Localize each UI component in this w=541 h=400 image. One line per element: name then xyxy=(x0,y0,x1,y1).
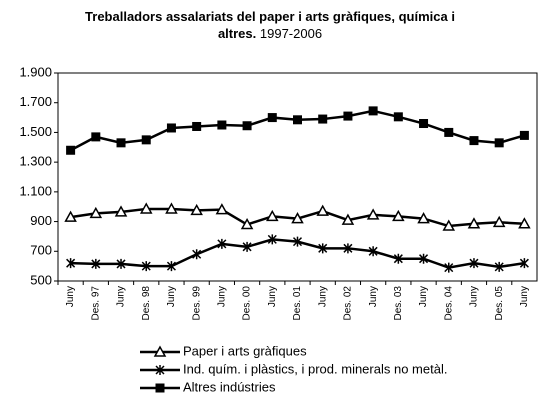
marker xyxy=(366,208,380,220)
x-tick-label: Des. 02 xyxy=(343,286,354,321)
marker xyxy=(292,236,303,247)
series xyxy=(66,106,529,155)
series xyxy=(64,202,531,231)
x-tick-label: Juny xyxy=(116,286,127,307)
marker xyxy=(141,135,151,145)
chart-title: Treballadors assalariats del paper i art… xyxy=(85,9,455,41)
marker xyxy=(116,138,126,148)
marker xyxy=(66,145,76,155)
marker xyxy=(519,258,529,269)
y-tick-label: 700 xyxy=(30,243,52,258)
x-tick-label: Juny xyxy=(317,286,328,307)
marker xyxy=(291,212,304,224)
legend-marker xyxy=(155,383,165,393)
marker xyxy=(190,203,203,216)
marker xyxy=(419,119,429,129)
marker xyxy=(392,209,405,222)
marker xyxy=(215,203,229,215)
legend-label: Altres indústries xyxy=(183,379,276,394)
marker xyxy=(469,258,479,269)
x-tick-label: Des. 97 xyxy=(90,286,101,321)
marker xyxy=(166,123,176,133)
marker xyxy=(518,217,531,229)
marker xyxy=(318,114,328,124)
marker xyxy=(192,121,202,131)
marker xyxy=(217,238,227,249)
x-tick-label: Des. 03 xyxy=(393,286,404,321)
marker xyxy=(293,115,302,125)
x-tick-label: Juny xyxy=(166,286,177,307)
marker xyxy=(341,213,355,225)
x-tick-label: Des. 99 xyxy=(191,286,202,321)
y-tick-label: 900 xyxy=(30,213,52,228)
marker xyxy=(417,212,430,224)
chart-subtitle: 1997-2006 xyxy=(259,26,323,41)
marker xyxy=(343,111,353,121)
marker xyxy=(217,120,227,130)
marker xyxy=(114,205,128,217)
marker xyxy=(393,253,403,264)
marker xyxy=(166,261,176,272)
x-tick-label: Des. 01 xyxy=(292,286,303,321)
marker xyxy=(240,217,254,230)
x-tick-label: Juny xyxy=(217,286,228,307)
marker xyxy=(267,234,277,245)
marker xyxy=(165,202,178,214)
y-tick-label: 1.700 xyxy=(19,94,52,109)
marker xyxy=(368,106,378,116)
marker xyxy=(242,121,252,131)
x-tick-label: Juny xyxy=(519,286,530,307)
series xyxy=(66,234,529,273)
marker xyxy=(316,204,329,216)
marker xyxy=(467,217,481,229)
x-tick-label: Juny xyxy=(65,286,76,307)
marker xyxy=(444,262,454,273)
plot-frame xyxy=(57,72,538,282)
y-tick-label: 1.300 xyxy=(19,154,52,169)
marker xyxy=(266,209,279,222)
marker xyxy=(242,241,252,252)
marker xyxy=(141,261,151,272)
marker xyxy=(368,246,378,257)
marker xyxy=(192,249,202,260)
y-tick-label: 500 xyxy=(30,272,52,287)
y-tick-label: 1.100 xyxy=(19,183,52,198)
marker xyxy=(393,112,403,122)
marker xyxy=(91,258,101,269)
legend-label: Ind. quím. i plàstics, i prod. minerals … xyxy=(183,361,447,376)
marker xyxy=(519,130,529,140)
y-tick-label: 1.900 xyxy=(19,64,52,79)
y-tick-label: 1.500 xyxy=(19,124,52,139)
marker xyxy=(419,253,429,264)
x-tick-label: Juny xyxy=(368,286,379,307)
x-tick-label: Des. 98 xyxy=(141,286,152,321)
x-tick-label: Juny xyxy=(267,286,278,307)
marker xyxy=(444,127,454,137)
marker xyxy=(66,258,76,269)
marker xyxy=(64,210,77,222)
legend-label: Paper i arts gràfiques xyxy=(183,343,307,358)
marker xyxy=(492,215,506,228)
marker xyxy=(91,132,101,142)
marker xyxy=(442,219,456,231)
marker xyxy=(494,138,504,148)
marker xyxy=(469,136,479,146)
legend-marker xyxy=(153,345,167,357)
x-tick-label: Des. 04 xyxy=(443,286,454,321)
x-tick-label: Des. 00 xyxy=(242,286,253,321)
marker xyxy=(343,243,353,254)
marker xyxy=(116,258,126,269)
x-tick-label: Des. 05 xyxy=(494,286,505,321)
x-tick-label: Juny xyxy=(469,286,480,307)
legend-marker xyxy=(155,365,165,375)
x-tick-label: Juny xyxy=(418,286,429,307)
chart-title-block: Treballadors assalariats del paper i art… xyxy=(70,8,470,42)
marker xyxy=(494,261,504,272)
marker xyxy=(318,243,328,254)
marker xyxy=(89,206,103,219)
marker xyxy=(139,202,153,214)
marker xyxy=(267,113,277,123)
